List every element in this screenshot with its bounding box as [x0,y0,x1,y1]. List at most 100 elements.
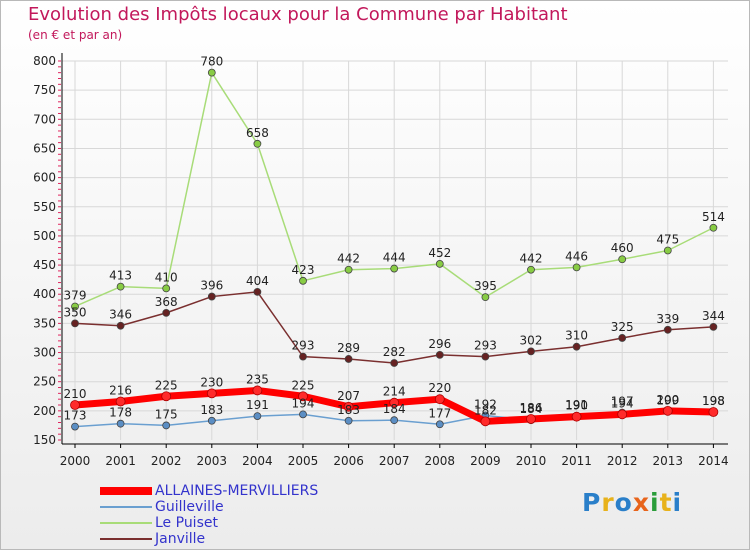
data-point-janville-2013 [663,325,672,334]
data-point-allaines-mervilliers-2010 [526,414,536,424]
data-point-guilleville-2008 [435,420,444,429]
data-point-le-puiset-2014 [709,223,718,232]
data-label-le-puiset-2002: 410 [155,270,178,284]
data-label-guilleville-2008: 177 [428,406,451,420]
data-label-guilleville-2002: 175 [155,407,178,421]
x-tick-label-2006: 2006 [333,454,364,468]
legend-swatch-le-puiset [100,522,152,524]
data-label-le-puiset-2000: 379 [64,288,87,302]
y-axis-ticks: 150 200 250 300 350 400 450 500 550 600 650 700 750 8… [33,54,61,447]
y-tick-label-400: 400 [33,287,56,301]
x-tick-label-2013: 2013 [653,454,684,468]
x-tick-label-2000: 2000 [60,454,91,468]
data-point-allaines-mervilliers-2003 [206,388,217,399]
data-label-le-puiset-2003: 780 [200,55,223,69]
data-label-guilleville-2009: 192 [474,398,497,412]
legend-label-le-puiset: Le Puiset [155,515,218,531]
data-point-le-puiset-2009 [481,293,490,302]
data-label-guilleville-2010: 184 [520,402,543,416]
data-point-allaines-mervilliers-2000 [70,400,80,410]
data-point-guilleville-2000 [71,422,79,431]
data-point-allaines-mervilliers-2007 [389,397,400,408]
data-label-allaines-mervilliers-2006: 207 [337,389,360,403]
data-point-guilleville-2003 [207,416,216,425]
data-label-janville-2011: 310 [565,329,588,343]
data-label-le-puiset-2006: 442 [337,252,360,266]
data-label-le-puiset-2013: 475 [656,233,679,247]
data-label-allaines-mervilliers-2003: 230 [200,375,223,389]
data-point-le-puiset-2005 [299,276,307,285]
data-label-le-puiset-2009: 395 [474,279,497,293]
x-tick-label-2003: 2003 [197,454,228,468]
data-label-allaines-mervilliers-2011: 190 [565,399,588,413]
data-point-guilleville-2002 [162,421,171,430]
data-point-janville-2007 [390,359,399,367]
data-point-allaines-mervilliers-2009 [480,416,491,427]
data-point-le-puiset-2007 [390,264,399,273]
y-tick-label-650: 650 [33,141,56,155]
data-label-le-puiset-2010: 442 [520,252,543,266]
x-axis-ticks: 2000 2001 2002 2003 2004 2005 2006 2007 2008 2009… [60,444,729,468]
data-point-allaines-mervilliers-2008 [434,394,445,405]
data-point-allaines-mervilliers-2012 [617,409,628,420]
data-label-janville-2005: 293 [292,339,315,353]
data-point-janville-2001 [116,321,125,330]
data-label-allaines-mervilliers-2010: 186 [520,401,543,415]
data-point-guilleville-2001 [116,419,125,428]
data-point-guilleville-2005 [299,410,307,419]
legend-swatch-guilleville [100,506,152,508]
data-point-allaines-mervilliers-2011 [571,411,582,422]
data-label-le-puiset-2005: 423 [292,263,315,277]
data-point-le-puiset-2010 [527,265,535,274]
logo-letter: i [672,488,683,517]
y-tick-label-200: 200 [33,404,56,418]
data-label-allaines-mervilliers-2001: 216 [109,384,132,398]
data-point-le-puiset-2003 [207,68,216,77]
data-label-guilleville-2004: 191 [246,398,269,412]
y-tick-label-150: 150 [33,433,56,447]
data-label-janville-2007: 282 [383,345,406,359]
data-label-allaines-mervilliers-2008: 220 [428,381,451,395]
chart-subtitle: (en € et par an) [28,28,123,42]
series-lines [70,68,719,431]
data-label-guilleville-2006: 183 [337,403,360,417]
legend-label-guilleville: Guilleville [155,499,224,515]
y-tick-label-300: 300 [33,346,56,360]
data-point-janville-2008 [435,350,444,359]
data-label-janville-2002: 368 [155,295,178,309]
data-label-le-puiset-2004: 658 [246,126,269,140]
proxiti-logo: Proxiti [582,488,682,517]
chart-title: Evolution des Impôts locaux pour la Comm… [28,4,568,25]
data-point-allaines-mervilliers-2004 [252,385,263,396]
legend-label-allaines-mervilliers: ALLAINES-MERVILLIERS [155,483,319,499]
data-label-janville-2000: 350 [64,305,87,319]
data-point-janville-2014 [709,322,718,331]
data-point-janville-2010 [527,347,535,356]
data-label-guilleville-2005: 194 [292,396,315,410]
data-point-le-puiset-2011 [572,263,581,272]
data-point-guilleville-2006 [344,416,353,425]
logo-letter: r [601,488,615,517]
data-point-janville-2002 [162,308,171,317]
data-label-le-puiset-2001: 413 [109,269,132,283]
data-label-le-puiset-2007: 444 [383,251,406,265]
legend-label-janville: Janville [155,531,206,547]
data-point-le-puiset-2008 [435,260,444,268]
data-label-janville-2006: 289 [337,341,360,355]
data-point-janville-2009 [481,352,490,361]
x-tick-label-2007: 2007 [379,454,410,468]
data-point-le-puiset-2013 [663,246,672,255]
data-point-janville-2000 [71,319,79,328]
data-label-allaines-mervilliers-2007: 214 [383,385,406,399]
data-point-janville-2004 [253,287,262,296]
data-point-le-puiset-2001 [116,282,125,291]
x-tick-label-2005: 2005 [288,454,319,468]
data-point-allaines-mervilliers-2013 [662,405,673,416]
x-tick-label-2011: 2011 [561,454,592,468]
data-point-allaines-mervilliers-2014 [708,407,719,417]
logo-letter: t [659,488,673,517]
x-tick-label-2004: 2004 [242,454,273,468]
y-tick-label-350: 350 [33,316,56,330]
logo-letter: P [582,488,602,517]
